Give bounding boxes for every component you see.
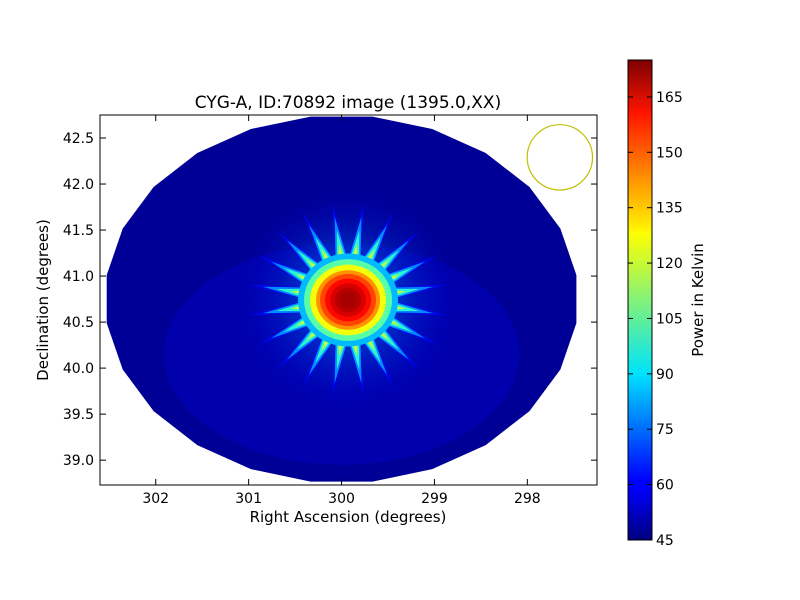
y-tick-label: 42.0 [63,177,94,193]
y-tick-label: 41.0 [63,269,94,285]
colorbar-tick-label: 150 [656,145,683,161]
source-emission [238,190,459,410]
source-contour [340,292,357,308]
colorbar-ticks: 45 60 75 90 105 120 135 150 165 [628,90,683,549]
y-tick-label: 39.5 [63,407,94,423]
x-tick-label: 299 [421,491,448,507]
colorbar-tick-label: 75 [656,422,674,438]
y-tick-label: 42.5 [63,131,94,147]
y-tick-label: 41.5 [63,223,94,239]
beam-circle [526,124,594,191]
colorbar-tick-label: 60 [656,478,674,494]
y-axis-label: Declination (degrees) [34,219,52,381]
colorbar: 45 60 75 90 105 120 135 150 165 Power in Kelvin [627,59,707,549]
x-tick-label: 298 [514,491,541,507]
plot-frame [99,114,598,486]
plot-area: 302 301 300 299 298 39.0 39.5 40.0 40.5 41.0 41.5… [63,114,598,507]
y-tick-label: 40.0 [63,361,94,377]
colorbar-label: Power in Kelvin [689,243,707,357]
y-tick-label: 40.5 [63,315,94,331]
x-tick-label: 301 [235,491,262,507]
x-tick-label: 302 [142,491,169,507]
colorbar-tick-label: 90 [656,367,674,383]
colorbar-tick-label: 135 [656,201,683,217]
chart-title: CYG-A, ID:70892 image (1395.0,XX) [195,93,501,113]
y-tick-label: 39.0 [63,453,94,469]
colorbar-tick-label: 120 [656,256,683,272]
x-axis-ticks: 302 301 300 299 298 [142,115,541,507]
y-axis-ticks: 39.0 39.5 40.0 40.5 41.0 41.5 42.0 42.5 [63,131,597,469]
colorbar-tick-label: 105 [656,311,683,327]
x-tick-label: 300 [328,491,355,507]
colorbar-tick-label: 45 [656,533,674,549]
x-axis-label: Right Ascension (degrees) [250,508,447,526]
colorbar-gradient [627,59,653,541]
colorbar-tick-label: 165 [656,90,683,106]
